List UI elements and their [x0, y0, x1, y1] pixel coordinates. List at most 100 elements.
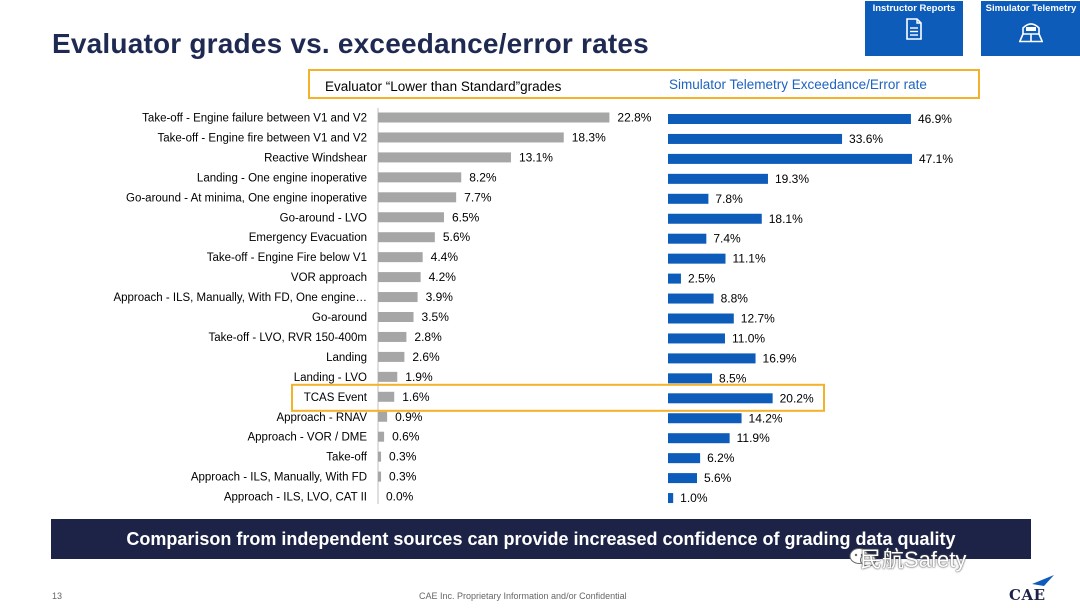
highlight-box: [291, 383, 825, 412]
blue-bar: [668, 473, 698, 484]
grey-bar: [378, 132, 564, 143]
grey-series-header: Evaluator “Lower than Standard”grades: [325, 79, 562, 94]
blue-bar-label: 16.9%: [763, 351, 797, 365]
blue-bar: [668, 193, 709, 204]
simulator-telemetry-label: Simulator Telemetry: [985, 3, 1077, 14]
grey-bar-label: 13.1%: [519, 150, 553, 164]
blue-bar: [668, 313, 734, 324]
simulator-telemetry-tile[interactable]: Simulator Telemetry: [980, 0, 1080, 57]
category-label: Approach - ILS, LVO, CAT II: [224, 492, 367, 504]
category-label: TCAS Event: [304, 392, 368, 404]
category-label: Go-around: [312, 312, 367, 324]
grey-bar: [378, 411, 388, 422]
blue-bar-label: 8.5%: [719, 371, 747, 385]
grey-bar: [378, 431, 385, 442]
grey-bar: [378, 471, 382, 482]
category-label: Go-around - At minima, One engine inoper…: [126, 192, 367, 204]
category-label: Approach - ILS, Manually, With FD: [191, 472, 367, 484]
grey-bar: [378, 192, 457, 203]
blue-bar-label: 47.1%: [919, 152, 953, 166]
grey-bar: [378, 312, 414, 322]
blue-bar-label: 46.9%: [918, 112, 952, 126]
category-label: Emergency Evacuation: [249, 232, 367, 244]
grey-bar: [378, 272, 421, 283]
grey-bar: [378, 292, 418, 303]
blue-bar-label: 11.1%: [732, 252, 765, 266]
blue-bar: [668, 233, 707, 244]
category-label: Take-off - Engine failure between V1 and…: [142, 113, 367, 125]
wechat-icon: [849, 548, 876, 567]
category-label: Take-off - Engine fire between V1 and V2: [158, 132, 367, 144]
blue-bar-label: 33.6%: [849, 132, 883, 146]
grey-bar-label: 0.6%: [392, 430, 420, 444]
category-label: Go-around - LVO: [280, 212, 367, 224]
watermark-text: 民航Safety: [860, 547, 967, 572]
category-label: Landing - One engine inoperative: [197, 172, 367, 184]
grey-bar-label: 1.9%: [405, 370, 433, 384]
blue-bar: [668, 114, 911, 124]
blue-bar-label: 18.1%: [769, 212, 803, 226]
instructor-reports-label: Instructor Reports: [872, 3, 956, 14]
category-label: Landing - LVO: [294, 372, 367, 384]
grey-bar: [378, 112, 610, 123]
category-label: Take-off - Engine Fire below V1: [207, 252, 367, 264]
grey-bar-label: 6.5%: [452, 210, 480, 224]
grey-bar: [378, 252, 423, 263]
grey-bar-label: 5.6%: [443, 230, 471, 244]
blue-bar-label: 7.4%: [713, 232, 741, 246]
grey-bar-label: 2.6%: [412, 350, 440, 364]
blue-bar: [668, 213, 762, 224]
simulator-icon: [1019, 23, 1043, 43]
blue-bar: [668, 133, 843, 144]
blue-series-header: Simulator Telemetry Exceedance/Error rat…: [669, 77, 927, 92]
document-icon: [906, 18, 922, 40]
blue-bar-label: 5.6%: [704, 471, 732, 485]
blue-bar-label: 7.8%: [715, 192, 743, 206]
grey-bar-label: 2.8%: [414, 330, 442, 344]
grey-bar-label: 3.5%: [422, 310, 450, 324]
grey-bar-label: 0.0%: [386, 490, 414, 504]
cae-logo-icon: [1032, 575, 1054, 586]
grey-bar-label: 22.8%: [617, 111, 651, 125]
category-label: Take-off: [326, 452, 368, 464]
grey-bar-label: 4.2%: [429, 270, 457, 284]
blue-bar-label: 19.3%: [775, 172, 809, 186]
grey-bar-label: 0.3%: [389, 450, 417, 464]
conclusion-banner: Comparison from independent sources can …: [51, 519, 1031, 559]
category-label: Reactive Windshear: [264, 152, 367, 164]
blue-bar-label: 11.9%: [737, 431, 770, 445]
grey-bar-label: 3.9%: [426, 290, 454, 304]
blue-bar: [668, 413, 742, 424]
grey-bar: [378, 212, 444, 223]
blue-bar-label: 20.2%: [780, 391, 814, 405]
grey-bar-label: 0.9%: [395, 410, 423, 424]
page-number: 13: [52, 591, 63, 601]
grey-bar: [378, 172, 462, 183]
grey-bar-label: 0.3%: [389, 470, 417, 484]
category-label: Approach - RNAV: [276, 412, 367, 424]
slide-title: Evaluator grades vs. exceedance/error ra…: [52, 28, 649, 59]
blue-bar: [668, 493, 674, 504]
grey-bar: [378, 391, 395, 402]
blue-bar: [668, 273, 681, 284]
category-label: Landing: [326, 352, 367, 364]
blue-bar: [668, 173, 768, 184]
category-label: VOR approach: [291, 272, 367, 284]
instructor-reports-tile[interactable]: Instructor Reports: [864, 0, 964, 57]
blue-bar: [668, 253, 726, 264]
blue-bar-label: 1.0%: [680, 491, 708, 505]
blue-bar: [668, 353, 756, 364]
category-label: Take-off - LVO, RVR 150-400m: [208, 332, 367, 344]
category-label: Approach - ILS, Manually, With FD, One e…: [113, 292, 367, 304]
blue-bar-label: 11.0%: [732, 331, 765, 345]
grey-bar-label: 18.3%: [572, 130, 606, 144]
blue-bar-label: 14.2%: [749, 411, 783, 425]
grey-bar: [378, 351, 405, 362]
blue-bar: [668, 153, 912, 164]
grey-bar: [378, 451, 382, 462]
grey-bar: [378, 371, 398, 382]
grey-bar-label: 8.2%: [469, 170, 497, 184]
blue-bar: [668, 453, 701, 464]
blue-bar-label: 12.7%: [741, 312, 775, 326]
